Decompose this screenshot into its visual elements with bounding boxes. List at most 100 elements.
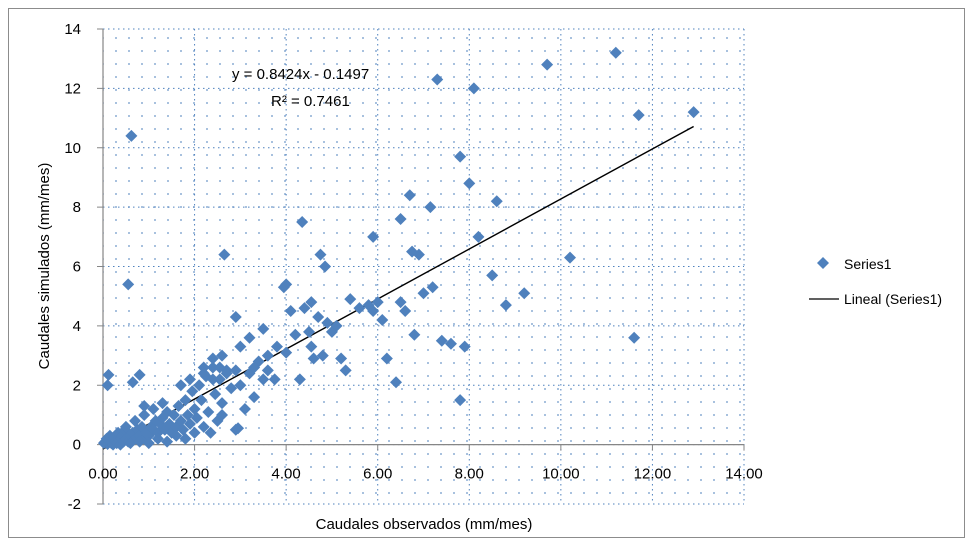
data-point [314, 248, 327, 261]
y-tick-label: 12 [64, 80, 81, 97]
data-point [238, 403, 251, 415]
data-point [181, 408, 194, 421]
data-point [319, 260, 332, 273]
data-point [216, 408, 229, 421]
data-point [339, 364, 352, 377]
data-point [174, 379, 187, 392]
y-tick-label: 4 [73, 318, 81, 335]
data-point [142, 437, 155, 450]
data-point [225, 382, 238, 395]
legend-series-label: Series1 [844, 256, 892, 272]
data-point [261, 364, 274, 377]
data-point [234, 379, 247, 392]
data-point [216, 349, 229, 362]
data-point [632, 109, 645, 122]
data-point [229, 310, 242, 323]
data-point [403, 189, 416, 202]
data-point [284, 305, 297, 318]
data-point [183, 417, 196, 430]
x-tick-label: 14.00 [725, 466, 763, 483]
legend-marker-icon [817, 257, 829, 269]
data-point [209, 388, 222, 401]
data-point [376, 313, 389, 326]
data-point [172, 400, 185, 413]
y-tick-label: 10 [64, 140, 81, 157]
data-point [268, 373, 281, 386]
data-point [305, 340, 318, 353]
data-point [454, 394, 467, 407]
data-point [229, 364, 242, 377]
data-point [390, 376, 403, 389]
data-point [431, 73, 444, 86]
data-point [133, 435, 146, 448]
trendline-r-squared: R² = 0.7461 [271, 93, 350, 110]
data-point [186, 385, 199, 398]
data-point [101, 379, 114, 392]
data-point [261, 349, 274, 362]
data-point [161, 435, 174, 448]
data-point [124, 437, 137, 450]
data-point [296, 215, 309, 228]
data-point [609, 46, 622, 59]
y-tick-label: -2 [68, 496, 81, 513]
tick-labels: -2 0 2 4 6 8 10 12 14 0.00 2.00 4.00 6.00 8.00 10.00 12… [64, 21, 762, 513]
data-point [270, 340, 283, 353]
data-point [321, 316, 334, 329]
y-tick-label: 14 [64, 21, 81, 38]
x-tick-label: 2.00 [180, 466, 209, 483]
data-point [183, 373, 196, 386]
data-point [541, 58, 554, 71]
data-point [216, 397, 229, 410]
data-point [151, 432, 164, 445]
data-point [335, 352, 348, 365]
data-point [344, 293, 357, 306]
data-point [257, 322, 270, 335]
data-point [564, 251, 577, 264]
data-point [490, 195, 503, 208]
data-point [248, 391, 261, 404]
data-point [174, 414, 187, 427]
data-point [122, 278, 135, 291]
data-point [367, 230, 380, 243]
data-point [424, 201, 437, 214]
data-point [486, 269, 499, 282]
y-tick-label: 6 [73, 259, 81, 276]
data-point [188, 426, 201, 439]
data-point [126, 376, 139, 389]
data-point [218, 248, 231, 261]
data-point [213, 373, 226, 386]
data-point [454, 150, 467, 163]
data-point [687, 106, 700, 119]
x-axis-title: Caudales observados (mm/mes) [316, 516, 533, 533]
x-tick-label: 4.00 [272, 466, 301, 483]
data-point [248, 361, 261, 374]
data-point [116, 429, 129, 442]
data-point [426, 281, 439, 294]
data-point [394, 296, 407, 309]
data-point [307, 352, 320, 365]
y-tick-label: 2 [73, 377, 81, 394]
data-point [367, 305, 380, 318]
data-point [234, 340, 247, 353]
data-point [303, 325, 316, 338]
data-point [305, 296, 318, 309]
data-point [197, 367, 210, 380]
data-point [177, 423, 190, 436]
data-point [190, 411, 203, 424]
data-point [408, 328, 421, 341]
data-point [293, 373, 306, 386]
data-point [316, 349, 329, 362]
data-point [399, 305, 412, 318]
data-point [312, 310, 325, 323]
data-point [133, 368, 146, 381]
data-point [458, 340, 471, 353]
data-point [467, 82, 480, 95]
chart-frame: -2 0 2 4 6 8 10 12 14 0.00 2.00 4.00 6.00 8.00 10.00 12… [8, 8, 965, 538]
legend: Series1 Lineal (Series1) [809, 256, 942, 307]
data-point [353, 302, 366, 315]
data-point [220, 367, 233, 380]
y-tick-label: 8 [73, 199, 81, 216]
data-point [257, 373, 270, 386]
data-point [412, 248, 425, 261]
data-point [202, 405, 215, 418]
